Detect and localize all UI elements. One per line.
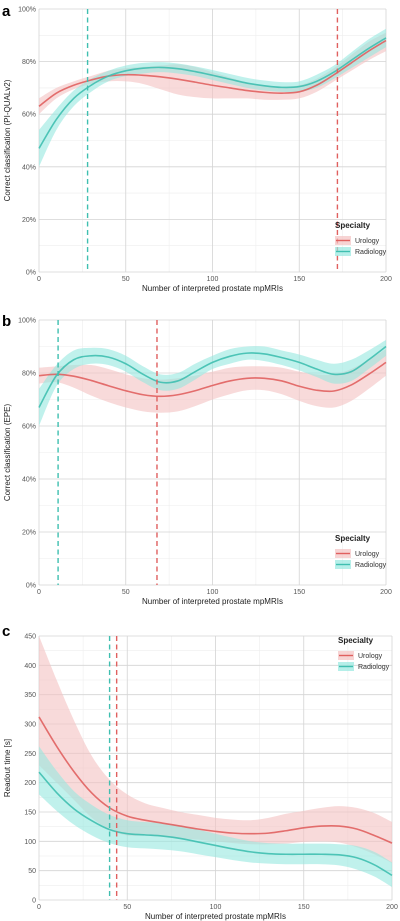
legend-label-radiology: Radiology (358, 664, 390, 671)
y-tick-label: 300 (24, 722, 36, 729)
y-axis-title: Readout time [s] (3, 739, 12, 797)
legend-title: Specialty (338, 636, 374, 645)
x-tick-label: 200 (386, 904, 398, 911)
x-tick-label: 50 (123, 904, 131, 911)
x-tick-label: 150 (293, 589, 305, 596)
panel-b: b 0 50 100 150 200 0% 20% 40% 60% 80% 100% Number of… (2, 313, 392, 606)
y-tick-label: 40% (22, 164, 36, 171)
x-tick-label: 50 (122, 276, 130, 283)
y-tick-label: 80% (22, 371, 36, 378)
legend-label-urology: Urology (355, 551, 380, 558)
x-tick-label: 0 (37, 589, 41, 596)
series-line-radiology (38, 37, 387, 149)
panel-a: a 0 50 100 150 200 0% 20% 40% 60% 80% 100% Number of… (2, 3, 392, 293)
x-tick-label: 100 (210, 904, 222, 911)
x-tick-label: 100 (207, 589, 219, 596)
confidence-band-radiology (39, 746, 392, 888)
legend-label-urology: Urology (355, 238, 380, 245)
confidence-band-urology (39, 636, 392, 864)
y-tick-label: 20% (22, 217, 36, 224)
series-line-urology (38, 39, 387, 107)
y-axis-title: Correct classification (PI-QUALv2) (3, 79, 12, 201)
series-line-urology (38, 716, 393, 844)
series-line-radiology (38, 771, 393, 877)
confidence-band-radiology (39, 339, 386, 426)
y-tick-label: 80% (22, 59, 36, 66)
x-axis-title: Number of interpreted prostate mpMRIs (142, 284, 283, 293)
y-tick-label: 450 (24, 634, 36, 641)
panel-letter: b (2, 313, 11, 330)
x-axis-title: Number of interpreted prostate mpMRIs (145, 912, 286, 921)
series-line-radiology (38, 345, 387, 408)
panel-c: c 0 50 100 150 200 0 50 100 150 200 250 300 350 400 450… (2, 623, 398, 921)
x-tick-label: 0 (37, 276, 41, 283)
y-tick-label: 200 (24, 780, 36, 787)
y-tick-label: 0% (26, 270, 36, 277)
y-tick-label: 60% (22, 424, 36, 431)
y-axis-title: Correct classification (EPE) (3, 403, 12, 501)
legend: Specialty Urology Radiology (335, 534, 387, 569)
y-tick-label: 250 (24, 751, 36, 758)
y-tick-label: 400 (24, 663, 36, 670)
panel-letter: a (2, 3, 11, 20)
legend: Specialty Urology Radiology (338, 636, 390, 671)
confidence-band-urology (39, 349, 386, 413)
x-tick-label: 50 (122, 589, 130, 596)
legend-title: Specialty (335, 221, 371, 230)
legend-label-radiology: Radiology (355, 249, 387, 256)
legend-label-urology: Urology (358, 653, 383, 660)
legend: Specialty Urology Radiology (335, 221, 387, 256)
y-tick-label: 0 (32, 898, 36, 905)
y-tick-label: 60% (22, 112, 36, 119)
legend-title: Specialty (335, 534, 371, 543)
y-tick-label: 150 (24, 810, 36, 817)
y-tick-label: 40% (22, 477, 36, 484)
y-tick-label: 100 (24, 839, 36, 846)
panel-letter: c (2, 623, 10, 640)
x-tick-label: 200 (380, 276, 392, 283)
y-tick-label: 100% (18, 318, 36, 325)
x-tick-label: 150 (298, 904, 310, 911)
x-tick-label: 200 (380, 589, 392, 596)
x-tick-label: 0 (37, 904, 41, 911)
x-tick-label: 100 (207, 276, 219, 283)
y-tick-label: 350 (24, 692, 36, 699)
grid (38, 8, 387, 273)
x-axis-title: Number of interpreted prostate mpMRIs (142, 597, 283, 606)
x-tick-label: 150 (293, 276, 305, 283)
legend-label-radiology: Radiology (355, 562, 387, 569)
series-line-urology (38, 361, 387, 398)
y-tick-label: 50 (28, 868, 36, 875)
y-tick-label: 100% (18, 7, 36, 14)
y-tick-label: 20% (22, 530, 36, 537)
y-tick-label: 0% (26, 583, 36, 590)
